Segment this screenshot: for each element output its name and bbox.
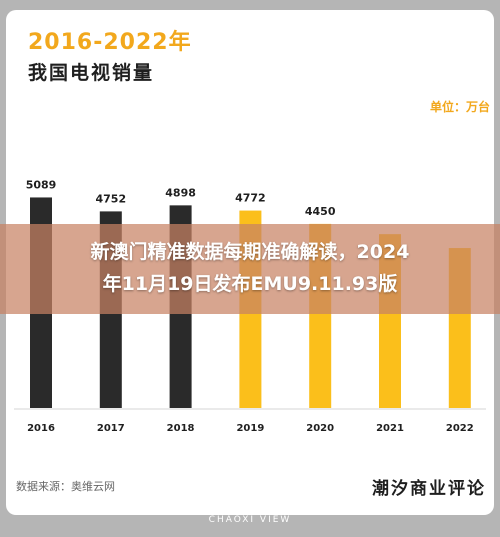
x-tick-2022: 2022 <box>446 423 474 434</box>
unit-label: 单位：万台 <box>429 100 490 114</box>
data-source: 数据来源：奥维云网 <box>16 480 115 493</box>
chart-subtitle: 我国电视销量 <box>28 62 155 84</box>
chart-title: 2016-2022年 <box>28 30 192 55</box>
brand-logo-text: 潮汐商业评论 <box>372 479 486 499</box>
headline-line-1: 新澳门精准数据每期准确解读，2024 <box>90 241 410 263</box>
headline-banner <box>0 224 500 314</box>
value-label-2020: 4450 <box>305 205 336 218</box>
x-tick-2016: 2016 <box>27 423 55 434</box>
value-label-2017: 4752 <box>95 192 126 205</box>
x-tick-2020: 2020 <box>306 423 334 434</box>
headline-line-2: 年11月19日发布EMU9.11.93版 <box>102 273 398 295</box>
headline-text: 新澳门精准数据每期准确解读，2024 年11月19日发布EMU9.11.93版 <box>0 236 500 300</box>
value-label-2016: 5089 <box>26 178 57 191</box>
watermark: CHAOXI VIEW <box>208 515 292 525</box>
x-tick-2019: 2019 <box>236 423 264 434</box>
x-tick-2017: 2017 <box>97 423 125 434</box>
x-tick-2018: 2018 <box>167 423 195 434</box>
value-label-2018: 4898 <box>165 186 196 199</box>
value-label-2019: 4772 <box>235 192 266 205</box>
x-tick-2021: 2021 <box>376 423 404 434</box>
